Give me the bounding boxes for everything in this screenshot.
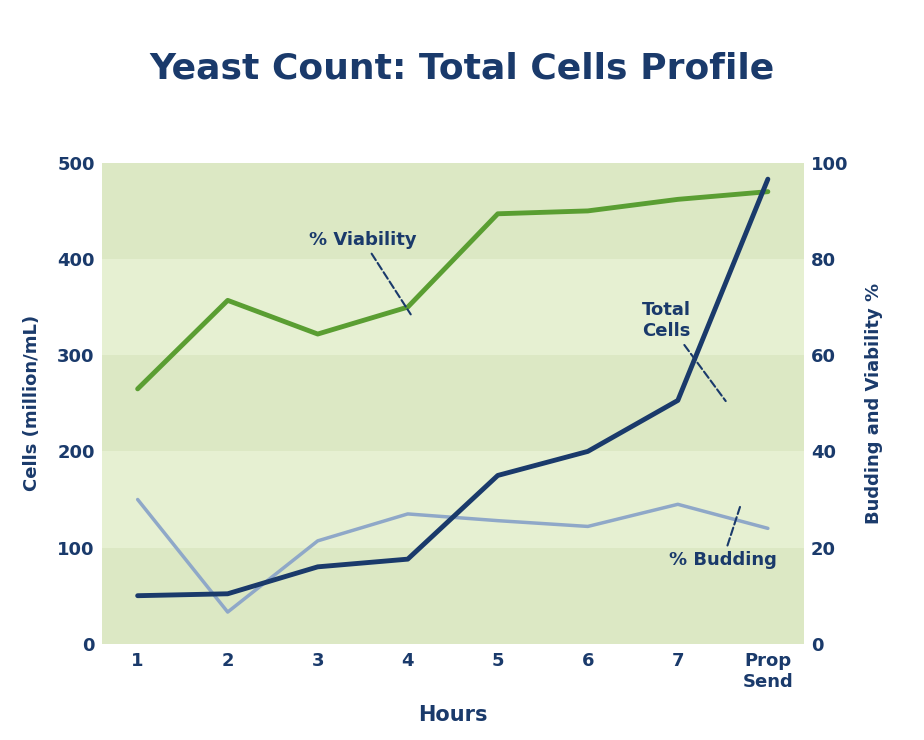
Text: % Budding: % Budding [669,507,777,569]
Bar [102,548,804,644]
Y-axis label: Cells (million/mL): Cells (million/mL) [22,315,41,491]
Y-axis label: Budding and Viability %: Budding and Viability % [865,283,883,524]
Text: Total
Cells: Total Cells [642,301,725,401]
Bar [102,259,804,355]
Text: % Viability: % Viability [309,231,417,314]
X-axis label: Hours: Hours [418,704,488,724]
Bar [102,355,804,451]
Bar [102,163,804,259]
Text: Yeast Count: Total Cells Profile: Yeast Count: Total Cells Profile [150,52,774,86]
Bar [102,451,804,548]
